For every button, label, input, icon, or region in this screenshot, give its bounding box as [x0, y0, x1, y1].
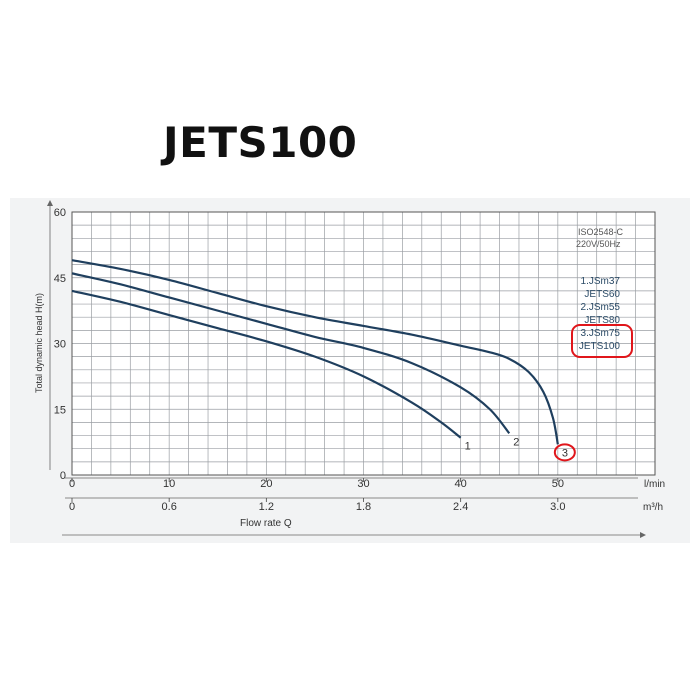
legend-entry-text: 2.JSm55: [581, 302, 621, 313]
page-title: JETS100: [163, 118, 358, 167]
legend-entry-text: JETS100: [579, 341, 621, 352]
labels: 0 15 30 45 60 0 10 20 30 40 50 0 0.6 1.2 1.8 2.4 3.0 1 2 3 1…: [54, 207, 633, 513]
series-line-2: [71, 272, 511, 435]
legend-highlight-box: [571, 324, 633, 358]
x-tick-label: 40: [455, 478, 467, 490]
series-end-label: 2: [513, 436, 519, 448]
series-end-label: 3: [562, 447, 568, 459]
x-tick-label: 20: [260, 478, 272, 490]
legend-entry-text: JETS60: [584, 289, 620, 300]
series-line-3: [71, 259, 559, 445]
x-tick-label: 50: [552, 478, 564, 490]
x2-tick-label: 0: [69, 501, 75, 513]
standard-note-line-2: 220V/50Hz: [576, 239, 621, 249]
y-tick-label: 45: [54, 273, 66, 285]
x-unit-primary: l/min: [644, 479, 665, 490]
highlight-circle-series-3: [553, 443, 576, 462]
x-tick-label: 30: [357, 478, 369, 490]
legend-entry-text: JETS80: [584, 315, 620, 326]
y-tick-label: 0: [60, 470, 66, 482]
x-unit-secondary: m³/h: [643, 502, 663, 513]
legend-entry-text: 1.JSm37: [581, 276, 621, 287]
grid: [71, 211, 656, 476]
x2-tick-label: 0.6: [162, 501, 177, 513]
legend-entry-text: 3.JSm75: [581, 328, 621, 339]
x2-tick-label: 2.4: [453, 501, 468, 513]
y-tick-label: 30: [54, 339, 66, 351]
y-axis-title: Total dynamic head H(m): [34, 293, 44, 393]
x2-tick-label: 1.8: [356, 501, 371, 513]
series-line-1: [71, 289, 462, 439]
x2-tick-label: 1.2: [259, 501, 274, 513]
x-axis-arrowhead: [640, 532, 646, 538]
x2-tick-label: 3.0: [550, 501, 565, 513]
series-end-label: 1: [465, 441, 471, 453]
y-tick-label: 60: [54, 207, 66, 219]
x-tick-label: 10: [163, 478, 175, 490]
y-tick-label: 15: [54, 404, 66, 416]
y-axis-arrowhead: [47, 200, 53, 206]
axes: [47, 200, 656, 538]
standard-note-line-1: ISO2548-C: [578, 227, 624, 237]
series: [71, 259, 559, 445]
x-tick-label: 0: [69, 478, 75, 490]
plot-border: [71, 211, 656, 476]
x-axis-title: Flow rate Q: [240, 518, 292, 529]
